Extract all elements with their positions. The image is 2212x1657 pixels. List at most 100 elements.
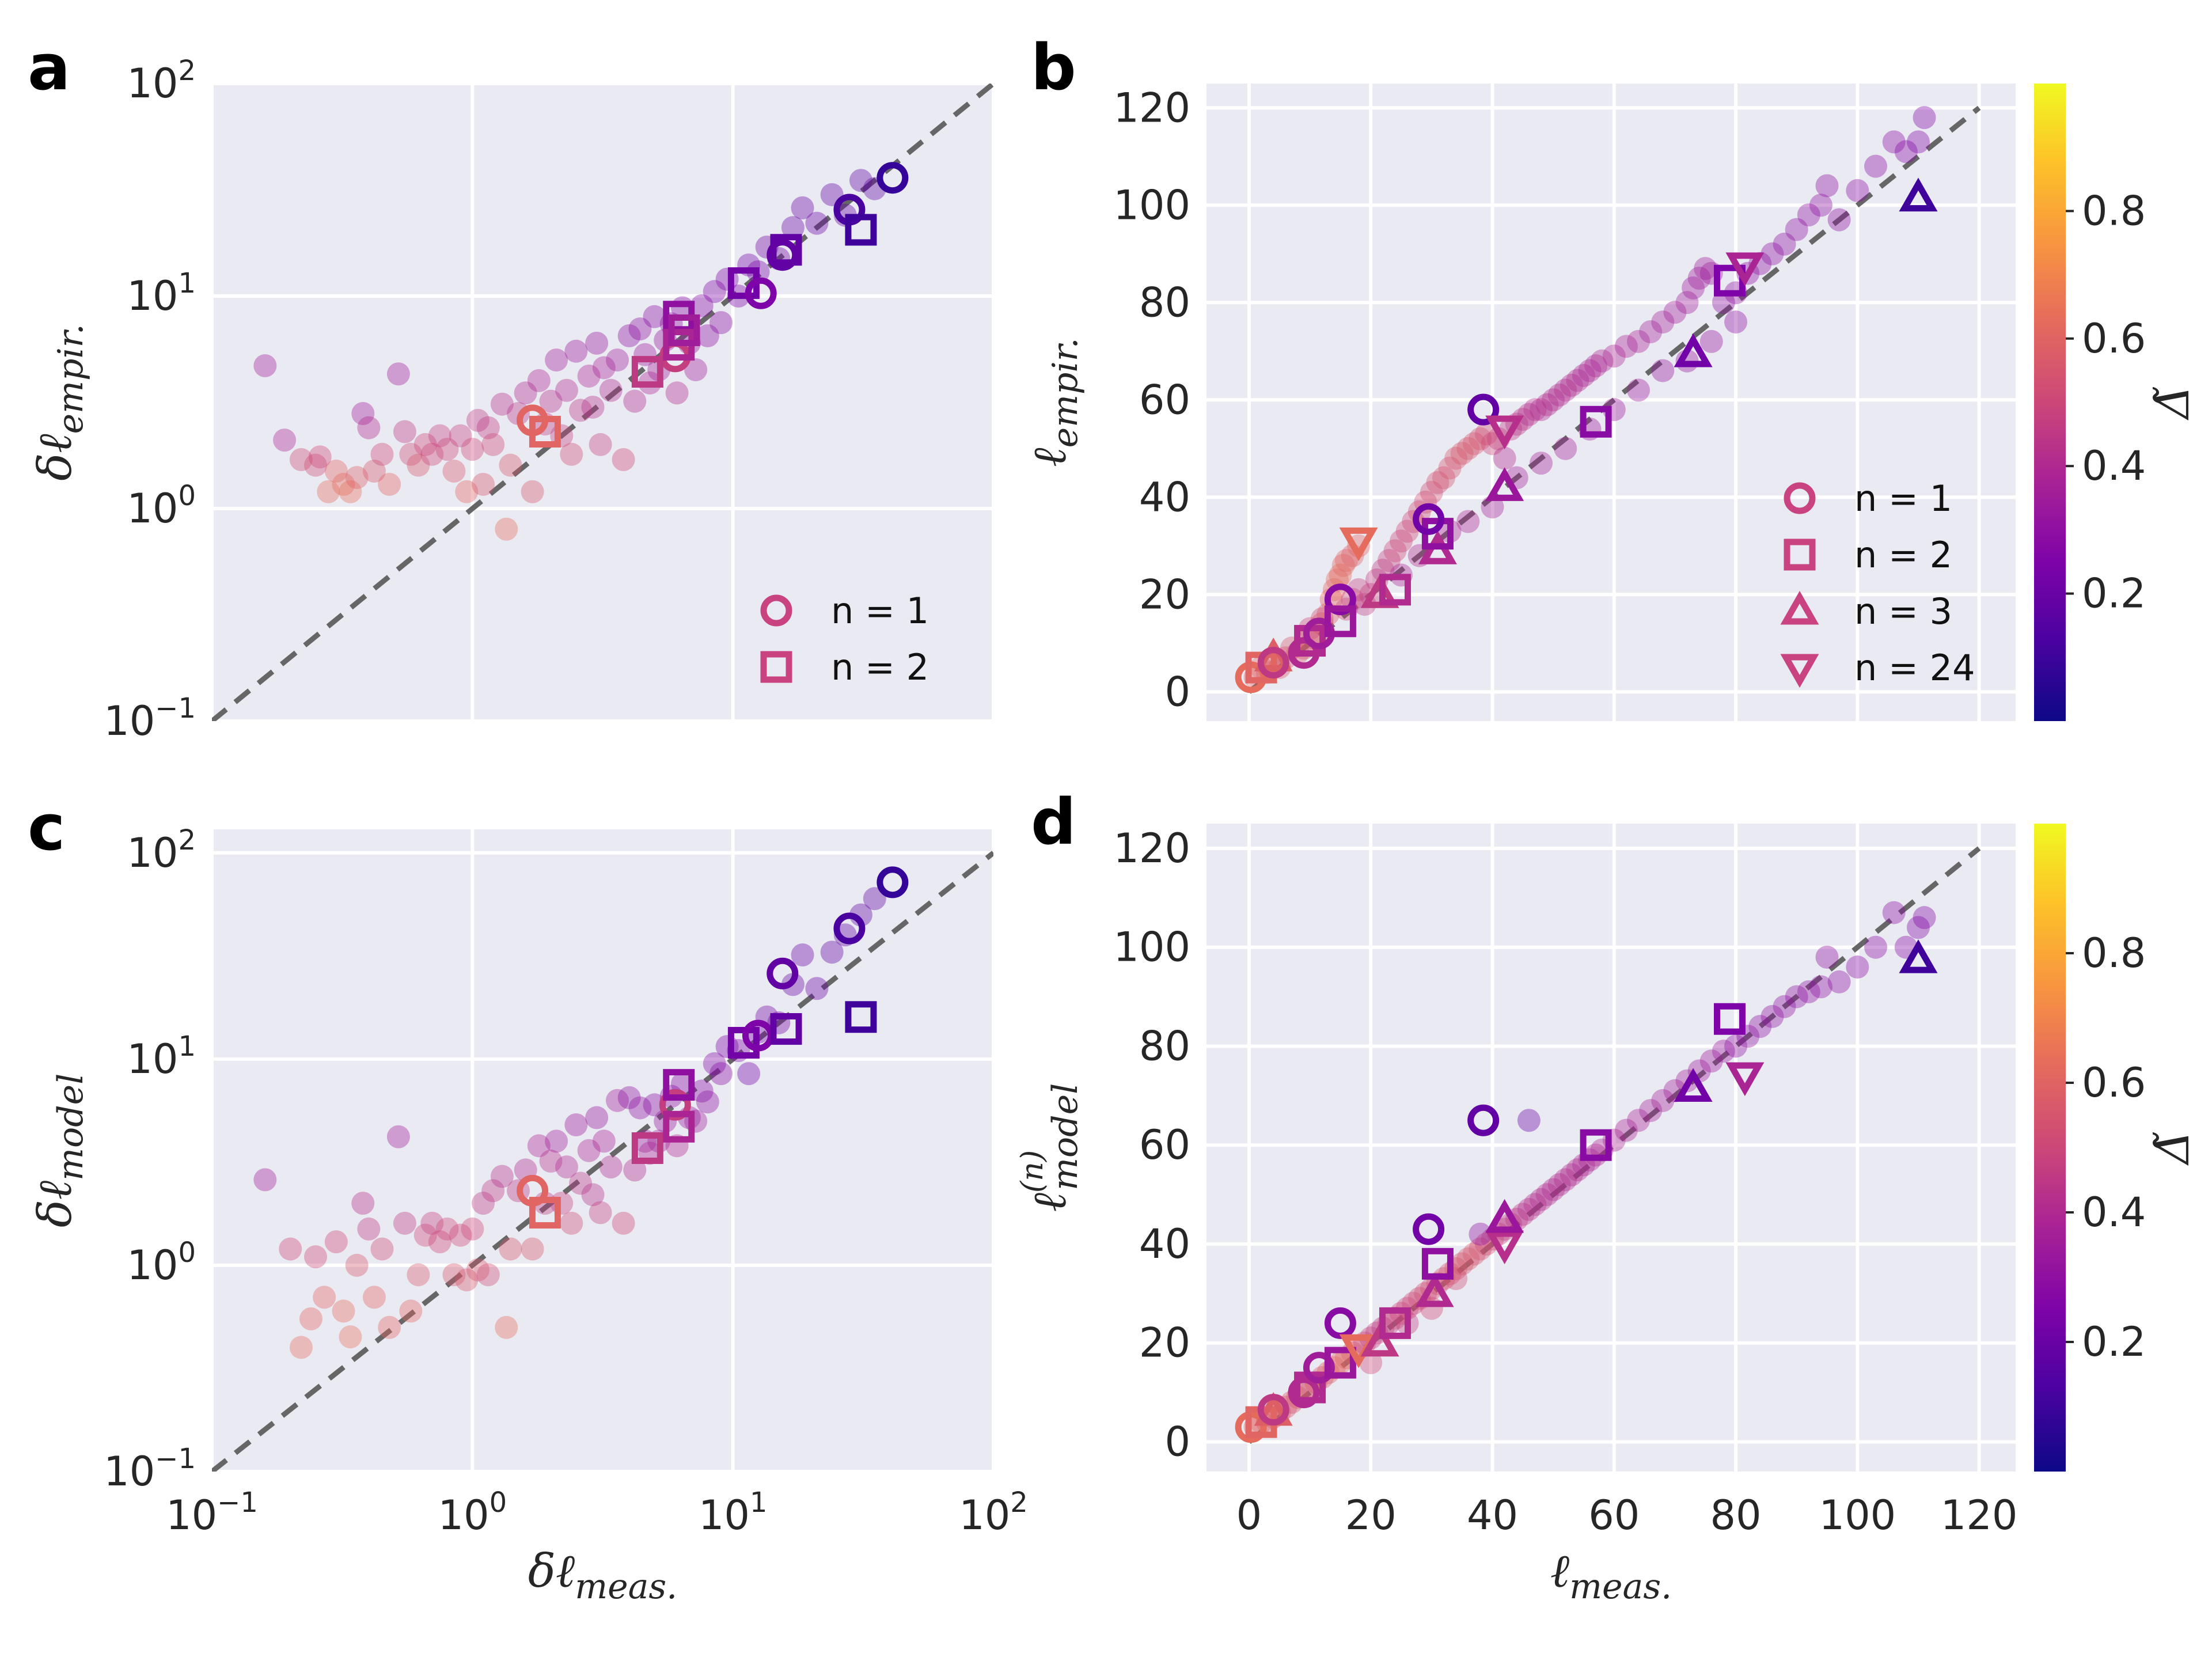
- data-point: [466, 408, 490, 432]
- x-tick-label: 100: [1819, 1492, 1896, 1539]
- highlight-marker: [663, 1110, 695, 1143]
- highlight-marker: [745, 277, 777, 309]
- data-point: [577, 1139, 601, 1162]
- data-point: [413, 433, 437, 456]
- data-point: [863, 887, 886, 911]
- data-point: [449, 1223, 472, 1247]
- data-point: [665, 381, 689, 405]
- highlight-marker: [1674, 1068, 1713, 1102]
- data-point: [345, 466, 369, 490]
- highlight-marker: [1674, 333, 1713, 367]
- data-point: [1639, 1099, 1663, 1123]
- data-point: [313, 1286, 336, 1309]
- y-tick-label: 80: [1139, 279, 1190, 326]
- data-point: [599, 1155, 623, 1179]
- y-tick-label: 100: [127, 480, 196, 532]
- highlight-marker: [1324, 1347, 1356, 1379]
- x-axis-label: δℓmeas.: [528, 1544, 678, 1607]
- highlight-marker: [529, 1197, 561, 1229]
- data-point: [791, 943, 814, 966]
- y-tick-label: 101: [127, 267, 196, 320]
- data-point: [1547, 383, 1571, 407]
- highlight-marker: [1379, 574, 1411, 606]
- data-point: [370, 442, 394, 466]
- legend-item: n = 1: [1784, 477, 1952, 520]
- colorbar-tick-label: 0.8: [2082, 930, 2146, 977]
- data-point: [1614, 1118, 1638, 1142]
- highlight-marker: [1485, 467, 1524, 501]
- data-point: [351, 401, 375, 425]
- y-tick-label: 10−1: [104, 692, 196, 745]
- data-point: [555, 1155, 578, 1179]
- data-point: [1481, 495, 1504, 519]
- data-point: [1809, 194, 1832, 217]
- data-point: [1554, 378, 1577, 402]
- data-point: [304, 1245, 328, 1269]
- data-point: [476, 416, 500, 439]
- data-point: [1444, 446, 1468, 470]
- data-point: [1614, 335, 1638, 358]
- data-point: [490, 1165, 514, 1188]
- data-point: [623, 1158, 647, 1182]
- data-point: [521, 1237, 544, 1261]
- x-tick-label: 120: [1941, 1492, 2018, 1539]
- data-point: [1554, 437, 1577, 460]
- data-point: [253, 1168, 277, 1192]
- y-tick-label: 100: [127, 1237, 196, 1289]
- data-point: [1530, 398, 1553, 422]
- highlight-marker: [877, 866, 909, 898]
- data-point: [1651, 1089, 1675, 1112]
- data-point: [1456, 437, 1480, 460]
- data-point: [442, 1263, 466, 1287]
- data-point: [1331, 553, 1355, 577]
- highlight-marker: [833, 912, 866, 945]
- data-point: [709, 1062, 733, 1086]
- data-point: [560, 442, 583, 466]
- data-point: [514, 381, 537, 405]
- y-tick-label: 10−1: [104, 1443, 196, 1495]
- x-tick-label: 10−1: [166, 1487, 258, 1539]
- data-point: [495, 517, 518, 541]
- data-point: [1882, 130, 1906, 154]
- data-point: [1578, 359, 1602, 382]
- data-point: [1815, 174, 1839, 198]
- colorbar-tick-label: 0.2: [2082, 570, 2146, 617]
- legend-item: n = 2: [760, 646, 929, 688]
- data-point: [1432, 466, 1455, 490]
- highlight-marker: [1421, 1248, 1454, 1280]
- colorbar-tick-label: 0.6: [2082, 1059, 2146, 1106]
- legend-label: n = 24: [1854, 647, 1975, 689]
- highlight-marker: [1257, 1394, 1289, 1426]
- data-point: [357, 416, 381, 439]
- data-point: [1906, 916, 1930, 939]
- data-point: [1724, 310, 1748, 334]
- data-point: [1761, 242, 1784, 266]
- data-point: [1523, 398, 1547, 422]
- colorbar-gradient: [2034, 84, 2066, 721]
- data-point: [339, 480, 362, 503]
- legend-item: n = 24: [1780, 647, 1975, 689]
- data-point: [449, 424, 472, 448]
- data-point: [1846, 179, 1869, 202]
- data-point: [605, 348, 629, 372]
- highlight-marker: [1339, 527, 1378, 562]
- data-point: [351, 1192, 375, 1215]
- data-point: [1329, 563, 1352, 587]
- data-point: [623, 389, 647, 413]
- legend-marker: [1784, 482, 1816, 514]
- data-point: [455, 1268, 479, 1292]
- data-point: [617, 1086, 641, 1109]
- data-point: [1627, 1109, 1651, 1132]
- data-point: [569, 1171, 593, 1195]
- data-point: [1469, 1237, 1492, 1261]
- panel-c: 10−1 100 101 102 10−1 100 101 102 c δℓmodel δℓmeas…: [28, 791, 1028, 1607]
- data-point: [299, 1307, 322, 1330]
- data-point: [1420, 480, 1443, 504]
- y-tick-label: 40: [1139, 473, 1190, 521]
- highlight-marker: [1467, 393, 1500, 426]
- data-point: [420, 442, 444, 466]
- data-point: [393, 1211, 416, 1235]
- data-point: [362, 460, 386, 483]
- y-axis-label: ℓ(n)model: [1015, 1083, 1086, 1212]
- colorbar-tick-label: 0.2: [2082, 1318, 2146, 1366]
